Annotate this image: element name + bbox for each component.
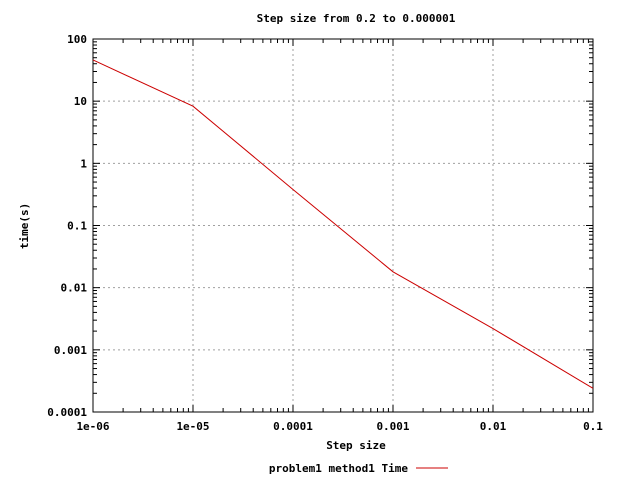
y-tick-label: 0.0001 [47, 406, 87, 419]
y-tick-label: 10 [74, 95, 87, 108]
x-tick-label: 1e-05 [176, 420, 209, 433]
grid-layer [93, 39, 593, 412]
x-axis-label: Step size [326, 439, 386, 452]
series-line-1 [92, 59, 594, 389]
y-tick-label: 0.01 [61, 282, 88, 295]
x-tick-label: 1e-06 [76, 420, 109, 433]
y-tick-label: 0.001 [54, 344, 87, 357]
y-axis-label: time(s) [18, 203, 31, 249]
x-tick-label: 0.001 [376, 420, 409, 433]
x-tick-label: 0.0001 [273, 420, 313, 433]
chart-title: Step size from 0.2 to 0.000001 [257, 12, 456, 25]
x-tick-label: 0.1 [583, 420, 603, 433]
y-tick-label: 100 [67, 33, 87, 46]
series-layer [92, 59, 594, 389]
x-tick-label: 0.01 [480, 420, 507, 433]
y-tick-label: 0.1 [67, 220, 87, 233]
legend-label-series-1: problem1 method1 Time [269, 462, 408, 475]
y-tick-label: 1 [80, 157, 87, 170]
tick-layer: 1e-06 1e-05 0.0001 0.001 0.01 0.1 0.0001 0.001 0… [47, 33, 603, 433]
legend: problem1 method1 Time [269, 462, 448, 475]
